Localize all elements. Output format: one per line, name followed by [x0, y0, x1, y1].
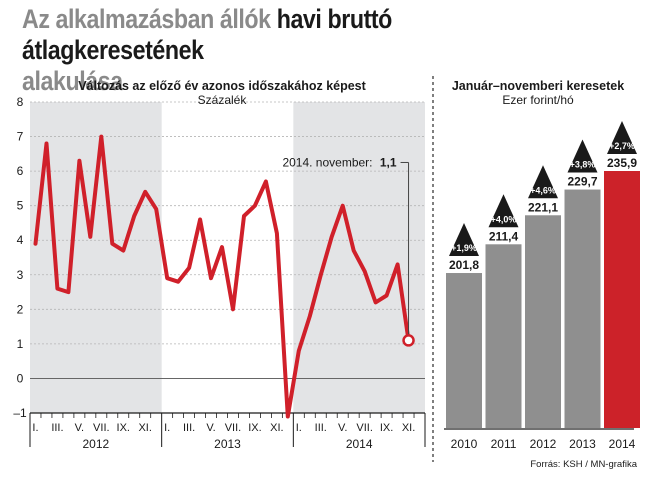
y-tick-label: 1	[17, 337, 24, 351]
x-tick-label: I.	[32, 422, 38, 434]
headline-line2: alakulása	[22, 66, 123, 96]
y-tick-label: 4	[17, 233, 24, 247]
y-tick-label: 6	[17, 164, 24, 178]
x-tick-label: V.	[338, 422, 347, 434]
growth-triangle	[567, 139, 598, 173]
bar-category-label: 2014	[609, 437, 636, 451]
line-chart-title: Változás az előző év azonos időszakához …	[78, 79, 366, 93]
x-tick-label: III.	[51, 422, 63, 434]
growth-label: +2,7%	[609, 141, 635, 151]
annotation-text: 2014. november: 1,1	[282, 155, 396, 169]
bar-category-label: 2010	[451, 437, 478, 451]
y-tick-label: 2	[17, 302, 24, 316]
growth-triangle	[607, 121, 637, 154]
x-tick-label: XI.	[270, 422, 283, 434]
bar-value-label: 211,4	[489, 229, 519, 243]
source-note: Forrás: KSH / MN-grafika	[530, 459, 637, 470]
growth-label: +4,0%	[491, 214, 517, 224]
bar-chart-subtitle: Ezer forint/hó	[502, 93, 574, 107]
bar-category-label: 2012	[530, 437, 557, 451]
growth-label: +3,8%	[570, 160, 596, 170]
x-tick-label: III.	[315, 422, 327, 434]
y-tick-label: 5	[17, 199, 24, 213]
line-chart-subtitle: Százalék	[198, 93, 248, 107]
last-point-marker	[402, 334, 415, 347]
y-tick-label: 0	[17, 371, 24, 385]
bar-category-label: 2013	[569, 437, 596, 451]
headline-part-dark: havi bruttó átlagkeresetének	[22, 4, 392, 65]
bar-2011	[485, 244, 522, 428]
y-tick-label: 7	[17, 130, 24, 144]
annotation-value: 1,1	[380, 155, 397, 169]
bar-2014	[604, 171, 640, 428]
x-tick-label: V.	[206, 422, 215, 434]
x-tick-label: IX.	[380, 422, 393, 434]
bar-value-label: 229,7	[567, 175, 597, 189]
line-chart: –1 0 1 2 3 4 5 6 7 8 I. III. V. VII. IX. XI. 2012 I. III.…	[13, 79, 426, 451]
growth-triangle	[528, 165, 558, 199]
x-year-label: 2013	[214, 437, 241, 451]
y-tick-label: –1	[13, 406, 27, 420]
headline-part-grey: Az alkalmazásban állók	[22, 4, 271, 34]
year-shade-2012	[30, 102, 162, 413]
x-tick-label: I.	[164, 422, 170, 434]
x-tick-label: I.	[296, 422, 302, 434]
chart-headline: Az alkalmazásban állók havi bruttó átlag…	[22, 4, 538, 97]
bar-2010	[446, 273, 482, 428]
bar-value-label: 235,9	[607, 156, 637, 170]
bar-category-label: 2011	[491, 437, 517, 451]
x-tick-label: XI.	[138, 422, 151, 434]
x-tick-label: VII.	[93, 422, 110, 434]
bar-chart: Január–novemberi keresetek Ezer forint/h…	[444, 79, 640, 451]
x-tick-label: VII.	[356, 422, 373, 434]
bar-value-label: 221,1	[528, 200, 558, 214]
series-line	[33, 134, 411, 419]
growth-label: +1,9%	[451, 243, 477, 253]
x-year-label: 2014	[346, 437, 373, 451]
y-tick-label: 8	[17, 95, 24, 109]
bar-chart-title: Január–novemberi keresetek	[452, 79, 624, 93]
bar-2013	[564, 189, 601, 428]
x-tick-label: V.	[75, 422, 84, 434]
y-tick-label: 3	[17, 268, 24, 282]
x-tick-label: IX.	[248, 422, 261, 434]
growth-triangle	[449, 223, 479, 257]
growth-triangle	[488, 194, 519, 228]
growth-label: +4,6%	[530, 185, 556, 195]
bar-value-label: 201,8	[449, 258, 479, 272]
bar-2012	[525, 215, 561, 428]
x-tick-label: III.	[183, 422, 195, 434]
annotation-label: 2014. november:	[282, 155, 372, 169]
x-tick-label: VII.	[225, 422, 242, 434]
x-tick-label: IX.	[117, 422, 130, 434]
x-tick-label: XI.	[402, 422, 415, 434]
x-year-label: 2012	[82, 437, 109, 451]
